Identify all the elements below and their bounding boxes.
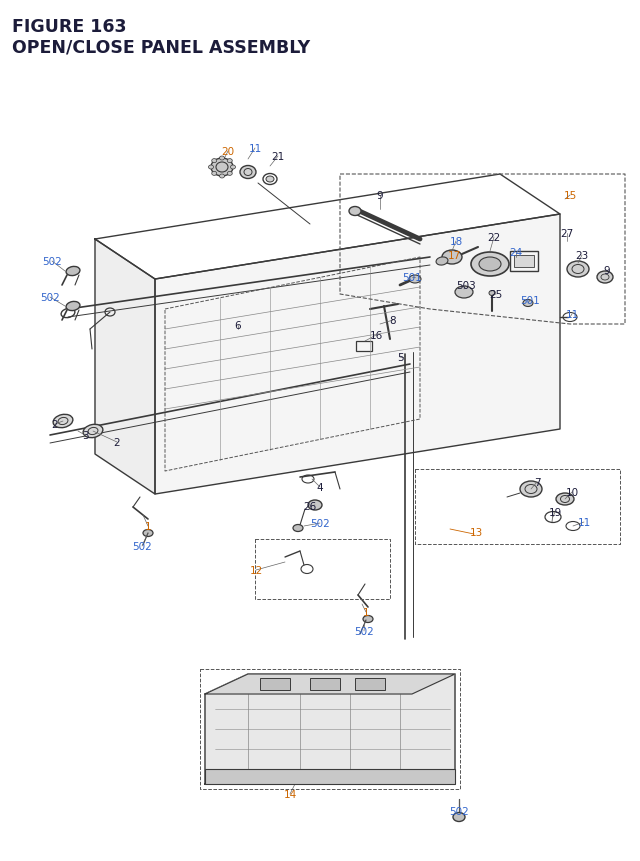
Text: 16: 16 bbox=[369, 331, 383, 341]
Text: 502: 502 bbox=[42, 257, 62, 267]
Ellipse shape bbox=[523, 300, 533, 307]
Text: 502: 502 bbox=[449, 806, 469, 816]
Text: FIGURE 163: FIGURE 163 bbox=[12, 18, 127, 36]
Text: 18: 18 bbox=[449, 237, 463, 247]
Ellipse shape bbox=[349, 208, 361, 216]
Text: 2: 2 bbox=[52, 419, 58, 430]
Ellipse shape bbox=[567, 262, 589, 278]
Ellipse shape bbox=[308, 500, 322, 511]
Text: 24: 24 bbox=[509, 248, 523, 257]
Ellipse shape bbox=[471, 253, 509, 276]
Ellipse shape bbox=[597, 272, 613, 283]
Text: 17: 17 bbox=[447, 251, 461, 261]
Text: 501: 501 bbox=[402, 273, 422, 282]
Text: 3: 3 bbox=[82, 430, 88, 441]
Text: OPEN/CLOSE PANEL ASSEMBLY: OPEN/CLOSE PANEL ASSEMBLY bbox=[12, 38, 310, 56]
Text: 8: 8 bbox=[390, 316, 396, 325]
Ellipse shape bbox=[212, 172, 217, 177]
Text: 21: 21 bbox=[271, 152, 285, 162]
Ellipse shape bbox=[442, 251, 462, 264]
Ellipse shape bbox=[211, 158, 233, 177]
Bar bbox=[260, 678, 290, 691]
Text: 15: 15 bbox=[563, 191, 577, 201]
Text: 19: 19 bbox=[548, 507, 562, 517]
Text: 25: 25 bbox=[490, 289, 502, 300]
Ellipse shape bbox=[230, 166, 236, 170]
Ellipse shape bbox=[453, 813, 465, 821]
Ellipse shape bbox=[436, 257, 448, 266]
Text: 2: 2 bbox=[114, 437, 120, 448]
Text: 502: 502 bbox=[132, 542, 152, 551]
Bar bbox=[514, 256, 534, 268]
Text: 13: 13 bbox=[469, 528, 483, 537]
Text: 22: 22 bbox=[488, 232, 500, 243]
Bar bbox=[355, 678, 385, 691]
Text: 9: 9 bbox=[604, 266, 611, 276]
Ellipse shape bbox=[489, 291, 495, 296]
Ellipse shape bbox=[240, 166, 256, 179]
Text: 7: 7 bbox=[534, 478, 540, 487]
Text: 11: 11 bbox=[577, 517, 591, 528]
Ellipse shape bbox=[227, 159, 232, 164]
Ellipse shape bbox=[556, 493, 574, 505]
Bar bbox=[510, 251, 538, 272]
Text: 14: 14 bbox=[284, 789, 296, 799]
Text: 503: 503 bbox=[456, 281, 476, 291]
Ellipse shape bbox=[227, 172, 232, 177]
Ellipse shape bbox=[83, 424, 103, 438]
Ellipse shape bbox=[455, 287, 473, 299]
Ellipse shape bbox=[143, 530, 153, 537]
Text: 23: 23 bbox=[575, 251, 589, 261]
Ellipse shape bbox=[220, 175, 225, 179]
Text: 11: 11 bbox=[248, 144, 262, 154]
Ellipse shape bbox=[363, 616, 373, 623]
Polygon shape bbox=[205, 674, 455, 694]
Bar bbox=[310, 678, 340, 691]
Ellipse shape bbox=[66, 302, 80, 311]
Polygon shape bbox=[205, 674, 455, 784]
Ellipse shape bbox=[212, 159, 217, 164]
Text: 11: 11 bbox=[565, 310, 579, 319]
Text: 6: 6 bbox=[235, 320, 241, 331]
Text: 9: 9 bbox=[377, 191, 383, 201]
Ellipse shape bbox=[66, 267, 80, 276]
Text: 26: 26 bbox=[303, 501, 317, 511]
Ellipse shape bbox=[209, 166, 214, 170]
Text: 12: 12 bbox=[250, 566, 262, 575]
Text: 5: 5 bbox=[397, 353, 403, 362]
Ellipse shape bbox=[53, 415, 73, 428]
Ellipse shape bbox=[266, 177, 274, 183]
Text: 1: 1 bbox=[363, 607, 369, 617]
Text: 501: 501 bbox=[520, 295, 540, 306]
Text: 1: 1 bbox=[145, 522, 151, 531]
Ellipse shape bbox=[293, 525, 303, 532]
Text: 502: 502 bbox=[40, 293, 60, 303]
Text: 10: 10 bbox=[565, 487, 579, 498]
Text: 502: 502 bbox=[354, 626, 374, 636]
Text: 502: 502 bbox=[310, 518, 330, 529]
Text: 20: 20 bbox=[221, 147, 235, 157]
Ellipse shape bbox=[220, 157, 225, 161]
Bar bbox=[205, 769, 455, 784]
Text: 27: 27 bbox=[561, 229, 573, 238]
Ellipse shape bbox=[479, 257, 501, 272]
Text: 4: 4 bbox=[317, 482, 323, 492]
Bar bbox=[356, 342, 372, 351]
Polygon shape bbox=[95, 239, 155, 494]
Ellipse shape bbox=[409, 276, 421, 283]
Polygon shape bbox=[155, 214, 560, 494]
Ellipse shape bbox=[520, 481, 542, 498]
